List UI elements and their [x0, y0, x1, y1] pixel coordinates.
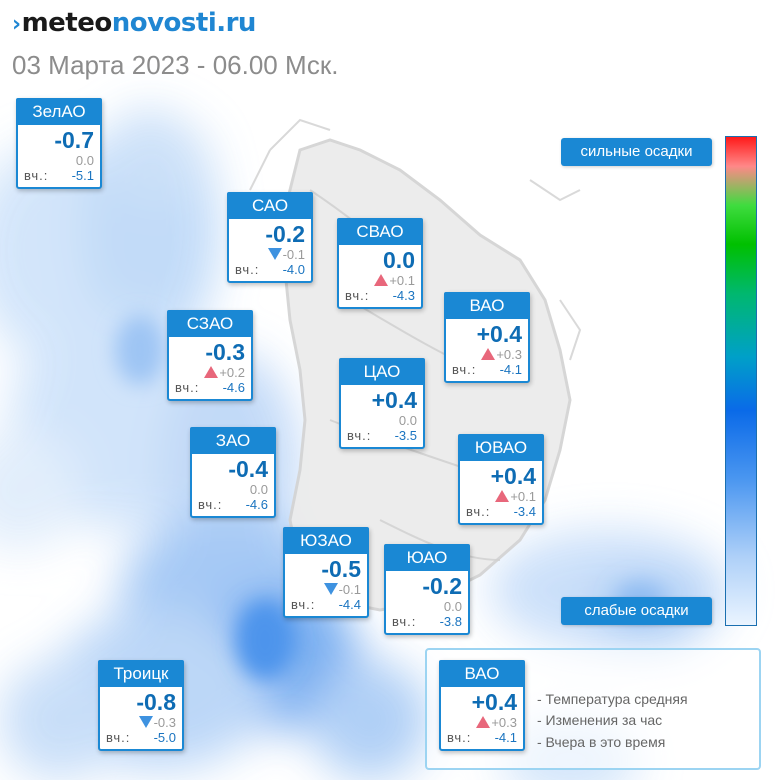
- district-yesterday: вч.: -4.6: [198, 497, 268, 512]
- district-name: ВАО: [439, 660, 525, 687]
- trend-down-icon: [138, 716, 153, 728]
- district-yesterday: вч.: -4.0: [235, 262, 305, 277]
- district-yesterday: вч.: -4.1: [452, 362, 522, 377]
- district-card-yuao: ЮАО -0.2 0.0 вч.: -3.8: [384, 544, 470, 635]
- district-name: Троицк: [98, 660, 184, 687]
- observation-date: 03 Марта 2023 - 06.00 Мск.: [12, 50, 339, 80]
- legend-line-change: - Изменения за час: [537, 712, 663, 728]
- trend-down-icon: [323, 583, 338, 595]
- legend-panel: ВАО +0.4 +0.3 вч.: -4.1 - Температура сре…: [425, 648, 761, 770]
- legend-line-yesterday: - Вчера в это время: [537, 734, 666, 750]
- district-change: +0.3: [441, 715, 523, 730]
- district-temp: -0.2: [422, 573, 462, 599]
- district-card-szao: СЗАО -0.3 +0.2 вч.: -4.6: [167, 310, 253, 401]
- trend-up-icon: [476, 716, 491, 728]
- district-card-svao: СВАО 0.0 +0.1 вч.: -4.3: [337, 218, 423, 309]
- trend-up-icon: [495, 490, 510, 502]
- district-card-yuzao: ЮЗАО -0.5 -0.1 вч.: -4.4: [283, 527, 369, 618]
- precipitation-scale: [725, 136, 757, 626]
- district-change: +0.1: [339, 273, 421, 288]
- logo-part-meteo: meteo: [21, 8, 113, 38]
- district-name: ВАО: [444, 292, 530, 319]
- district-card-cao: ЦАО +0.4 0.0 вч.: -3.5: [339, 358, 425, 449]
- trend-up-icon: [481, 348, 496, 360]
- district-temp: +0.4: [471, 689, 517, 715]
- district-yesterday: вч.: -3.5: [347, 428, 417, 443]
- district-name: ЗАО: [190, 427, 276, 454]
- district-card-zelao: ЗелАО -0.7 0.0 вч.: -5.1: [16, 98, 102, 189]
- district-card-sao: САО -0.2 -0.1 вч.: -4.0: [227, 192, 313, 283]
- district-card-yuvao: ЮВАО +0.4 +0.1 вч.: -3.4: [458, 434, 544, 525]
- legend-example-card: ВАО +0.4 +0.3 вч.: -4.1: [439, 660, 525, 751]
- legend-line-temp: - Температура средняя: [537, 691, 688, 707]
- district-temp: +0.4: [490, 463, 536, 489]
- district-temp: -0.3: [205, 339, 245, 365]
- district-change: +0.2: [169, 365, 251, 380]
- district-yesterday: вч.: -3.4: [466, 504, 536, 519]
- district-name: ЮЗАО: [283, 527, 369, 554]
- district-temp: 0.0: [383, 247, 415, 273]
- district-change: -0.3: [100, 715, 182, 730]
- logo-part-novosti: novosti.ru: [111, 8, 257, 38]
- district-change: 0.0: [249, 482, 268, 497]
- district-card-zao: ЗАО -0.4 0.0 вч.: -4.6: [190, 427, 276, 518]
- district-yesterday: вч.: -4.4: [291, 597, 361, 612]
- scale-strong-label: сильные осадки: [561, 138, 712, 166]
- district-name: ЦАО: [339, 358, 425, 385]
- trend-down-icon: [267, 248, 282, 260]
- district-temp: -0.4: [228, 456, 268, 482]
- district-name: СВАО: [337, 218, 423, 245]
- brand-logo: ›meteonovosti.ru: [12, 8, 256, 38]
- district-yesterday: вч.: -3.8: [392, 614, 462, 629]
- district-temp: -0.8: [136, 689, 176, 715]
- scale-weak-label: слабые осадки: [561, 597, 712, 625]
- district-name: ЗелАО: [16, 98, 102, 125]
- district-change: 0.0: [443, 599, 462, 614]
- logo-arrow-icon: ›: [12, 12, 21, 37]
- district-yesterday: вч.: -4.6: [175, 380, 245, 395]
- district-yesterday: вч.: -4.3: [345, 288, 415, 303]
- trend-up-icon: [204, 366, 219, 378]
- district-temp: -0.7: [54, 127, 94, 153]
- district-change: +0.1: [460, 489, 542, 504]
- district-yesterday: вч.: -5.0: [106, 730, 176, 745]
- district-temp: +0.4: [371, 387, 417, 413]
- district-change: +0.3: [446, 347, 528, 362]
- district-temp: +0.4: [476, 321, 522, 347]
- district-yesterday: вч.: -5.1: [24, 168, 94, 183]
- district-temp: -0.5: [321, 556, 361, 582]
- district-name: ЮВАО: [458, 434, 544, 461]
- district-change: -0.1: [229, 247, 311, 262]
- district-change: 0.0: [75, 153, 94, 168]
- district-name: ЮАО: [384, 544, 470, 571]
- district-temp: -0.2: [265, 221, 305, 247]
- district-name: САО: [227, 192, 313, 219]
- district-card-troitsk: Троицк -0.8 -0.3 вч.: -5.0: [98, 660, 184, 751]
- district-card-vao: ВАО +0.4 +0.3 вч.: -4.1: [444, 292, 530, 383]
- district-change: 0.0: [398, 413, 417, 428]
- district-name: СЗАО: [167, 310, 253, 337]
- district-change: -0.1: [285, 582, 367, 597]
- district-yesterday: вч.: -4.1: [447, 730, 517, 745]
- trend-up-icon: [374, 274, 389, 286]
